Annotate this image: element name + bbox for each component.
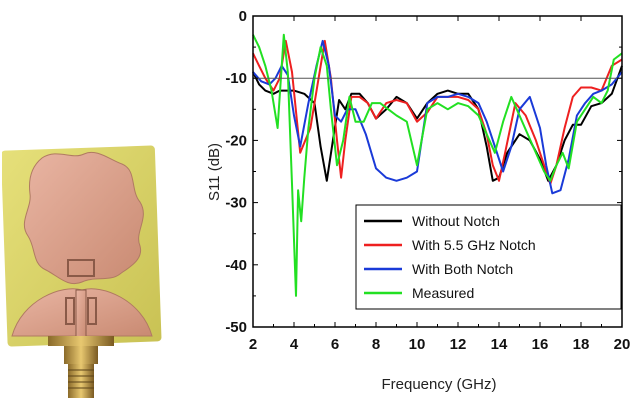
x-tick-label: 18	[573, 336, 590, 353]
x-tick-label: 14	[491, 336, 508, 353]
y-tick-label: 0	[239, 8, 247, 25]
x-tick-label: 16	[532, 336, 549, 353]
plot-series	[252, 33, 623, 297]
y-tick-labels: 0 -10 -20 -30 -40 -50	[225, 8, 247, 336]
legend-label: Without Notch	[412, 213, 500, 229]
x-axis-title: Frequency (GHz)	[381, 376, 496, 393]
antenna-prototype-photo-icon	[0, 140, 170, 398]
legend-label: With 5.5 GHz Notch	[412, 237, 536, 253]
legend-box	[355, 204, 622, 310]
x-tick-labels: 2 4 6 8 10 12 14 16 18 20	[249, 336, 631, 353]
x-tick-label: 8	[372, 336, 380, 353]
y-tick-label: -40	[225, 257, 247, 274]
s11-chart: 0 -10 -20 -30 -40 -50 2 4 6 8 10 12 14 16 18 20 S11 (d…	[206, 8, 631, 393]
legend-label: With Both Notch	[412, 261, 513, 277]
y-tick-label: -10	[225, 70, 247, 87]
y-axis-title: S11 (dB)	[206, 143, 223, 201]
x-tick-label: 6	[331, 336, 339, 353]
axis-tickmarks	[252, 15, 623, 328]
x-tick-label: 4	[290, 336, 299, 353]
legend-label: Measured	[412, 285, 474, 301]
x-tick-label: 2	[249, 336, 257, 353]
series-line-4	[252, 33, 623, 297]
series-line-3	[252, 39, 623, 195]
legend: Without Notch With 5.5 GHz Notch With Both…	[355, 204, 622, 310]
antenna-photo	[0, 140, 170, 398]
x-tick-label: 20	[614, 336, 631, 353]
y-tick-label: -50	[225, 319, 247, 336]
y-tick-label: -20	[225, 132, 247, 149]
x-tick-label: 10	[409, 336, 426, 353]
y-tick-label: -30	[225, 195, 247, 212]
x-tick-label: 12	[450, 336, 467, 353]
